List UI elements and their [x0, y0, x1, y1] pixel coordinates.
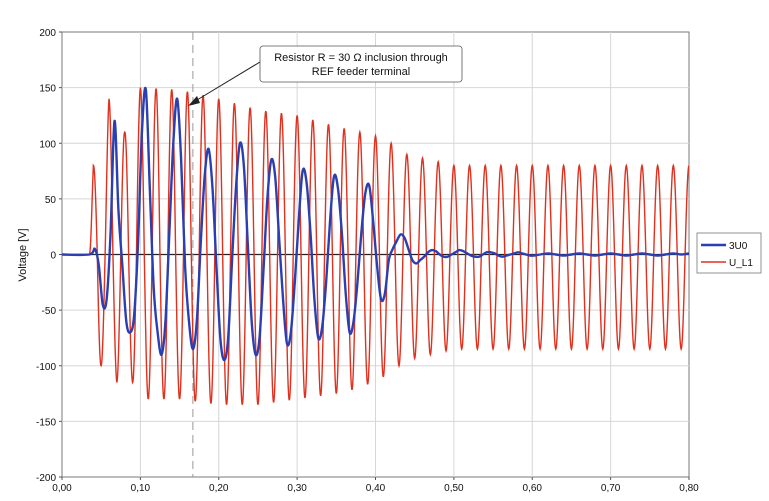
legend: 3U0 U_L1	[696, 232, 762, 274]
y-tick-label: -100	[36, 362, 56, 373]
x-tick-label: 0,80	[679, 483, 699, 494]
legend-label-3u0: 3U0	[729, 241, 748, 252]
annotation-arrowhead	[188, 96, 200, 106]
x-tick-label: 0,10	[131, 483, 151, 494]
grid	[62, 32, 689, 477]
y-axis-ticks: 200 150 100 50 0 -50 -100 -150 -200	[36, 28, 62, 484]
series-u-l1-line	[62, 87, 689, 405]
x-tick-label: 0,00	[52, 483, 72, 494]
y-tick-label: 150	[39, 84, 56, 95]
legend-box	[696, 232, 762, 274]
x-axis-ticks: 0,00 0,10 0,20 0,30 0,40 0,50 0,60 0,70 0,80	[52, 477, 699, 494]
x-tick-label: 0,70	[601, 483, 621, 494]
y-axis-label: Voltage [V]	[17, 228, 29, 281]
x-tick-label: 0,50	[444, 483, 464, 494]
annotation-line-2: REF feeder terminal	[312, 66, 410, 78]
y-tick-label: 50	[45, 195, 57, 206]
series-3u0-line	[62, 86, 689, 362]
legend-label-u-l1: U_L1	[729, 258, 753, 269]
annotation-line-1: Resistor R = 30 Ω inclusion through	[274, 52, 448, 64]
y-tick-label: -150	[36, 417, 56, 428]
x-tick-label: 0,20	[209, 483, 229, 494]
y-tick-label: -50	[42, 306, 57, 317]
x-tick-label: 0,30	[287, 483, 307, 494]
annotation: Resistor R = 30 Ω inclusion through REF …	[188, 45, 463, 106]
y-tick-label: 100	[39, 139, 56, 150]
annotation-box	[259, 45, 463, 83]
y-tick-label: 200	[39, 28, 56, 39]
x-tick-label: 0,60	[523, 483, 543, 494]
annotation-arrow	[191, 61, 261, 104]
y-tick-label: -200	[36, 473, 56, 484]
y-tick-label: 0	[50, 251, 56, 262]
x-tick-label: 0,40	[366, 483, 386, 494]
